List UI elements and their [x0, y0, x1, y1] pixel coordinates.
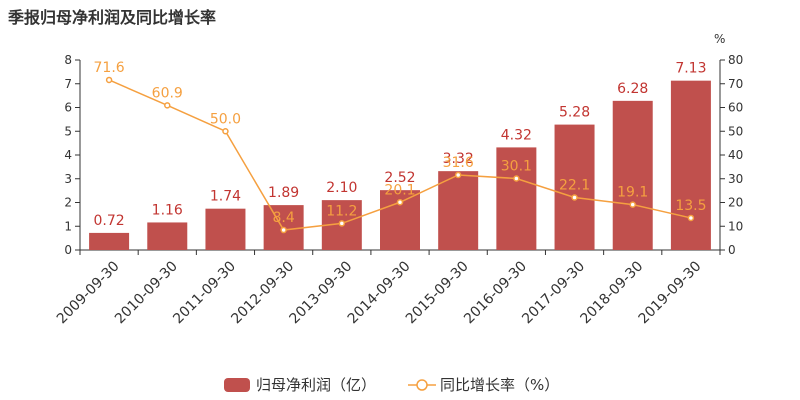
legend-label-profit: 归母净利润（亿） — [256, 376, 376, 394]
y-left-tick-label: 7 — [64, 77, 72, 91]
bar-profit — [670, 80, 711, 250]
growth-point — [571, 194, 578, 201]
bar-value-label: 1.16 — [152, 202, 183, 218]
legend: 归母净利润（亿） 同比增长率（%） — [224, 376, 559, 394]
growth-point — [513, 175, 520, 182]
y-right-tick-label: 0 — [728, 243, 736, 257]
growth-value-label: 11.2 — [326, 203, 357, 219]
growth-value-label: 60.9 — [152, 85, 183, 101]
y-left-tick-label: 6 — [64, 101, 72, 115]
x-tick-label: 2019-09-30 — [636, 258, 705, 327]
data-labels: 0.72 1.16 1.74 1.89 2.10 2.52 3.32 4.32 5.28 6.28… — [94, 60, 707, 229]
growth-value-label: 19.1 — [617, 185, 648, 201]
growth-point — [454, 171, 462, 179]
y-left-tick-label: 5 — [64, 124, 72, 138]
growth-value-label: 22.1 — [559, 178, 590, 194]
y-left-tick-label: 4 — [64, 148, 72, 162]
y-right-tick-label: 10 — [728, 219, 743, 233]
bar-value-label: 5.28 — [559, 105, 590, 121]
growth-line — [105, 76, 695, 234]
bar-value-label: 0.72 — [94, 213, 125, 229]
legend-swatch-profit — [224, 378, 250, 392]
y-right-tick-label: 20 — [728, 196, 743, 210]
y-left-tick-label: 0 — [64, 243, 72, 257]
chart-title: 季报归母净利润及同比增长率 — [8, 8, 217, 27]
bar-profit — [496, 147, 537, 250]
bar-value-label: 1.89 — [268, 185, 299, 201]
bar-value-label: 7.13 — [675, 61, 706, 77]
growth-value-label: 20.1 — [384, 182, 415, 198]
bar-value-label: 2.10 — [326, 180, 357, 196]
bar-value-label: 2.52 — [384, 170, 415, 186]
bar-profit — [147, 222, 188, 250]
growth-value-label: 30.1 — [501, 159, 532, 175]
y-right-tick-label: 40 — [728, 148, 743, 162]
bar-profit — [438, 171, 479, 250]
y-left-tick-label: 8 — [64, 53, 72, 67]
bar-value-label: 1.74 — [210, 189, 241, 205]
y-right-tick-label: 60 — [728, 101, 743, 115]
growth-point — [164, 102, 171, 109]
growth-value-label: 50.0 — [210, 111, 241, 127]
bars — [89, 80, 711, 250]
bar-profit — [205, 208, 246, 250]
growth-point — [105, 76, 113, 84]
y-left-tick-label: 1 — [64, 219, 72, 233]
y-right-tick-label: 80 — [728, 53, 743, 67]
growth-value-label: 71.6 — [94, 60, 125, 76]
growth-value-label: 8.4 — [273, 210, 295, 226]
growth-point — [222, 128, 229, 135]
growth-point — [280, 226, 287, 234]
bar-value-label: 4.32 — [501, 127, 532, 143]
growth-point — [629, 201, 636, 208]
growth-point — [338, 220, 346, 227]
growth-value-label: 13.5 — [675, 198, 706, 214]
y-right-tick-label: 30 — [728, 172, 743, 186]
legend-label-growth: 同比增长率（%） — [440, 376, 559, 394]
bar-value-label: 3.32 — [443, 151, 474, 167]
legend-marker-growth — [416, 379, 428, 391]
y-right-tick-label: 50 — [728, 124, 743, 138]
bar-profit — [612, 100, 653, 250]
bar-profit — [554, 124, 595, 250]
y-right-tick-label: 70 — [728, 77, 743, 91]
growth-point — [687, 214, 695, 222]
y-left-tick-label: 3 — [64, 172, 72, 186]
y-right-unit: % — [714, 32, 725, 46]
growth-value-label: 31.6 — [443, 155, 474, 171]
bar-value-label: 6.28 — [617, 81, 648, 97]
bar-profit — [89, 232, 130, 250]
growth-point — [396, 199, 404, 206]
y-left-tick-label: 2 — [64, 196, 72, 210]
